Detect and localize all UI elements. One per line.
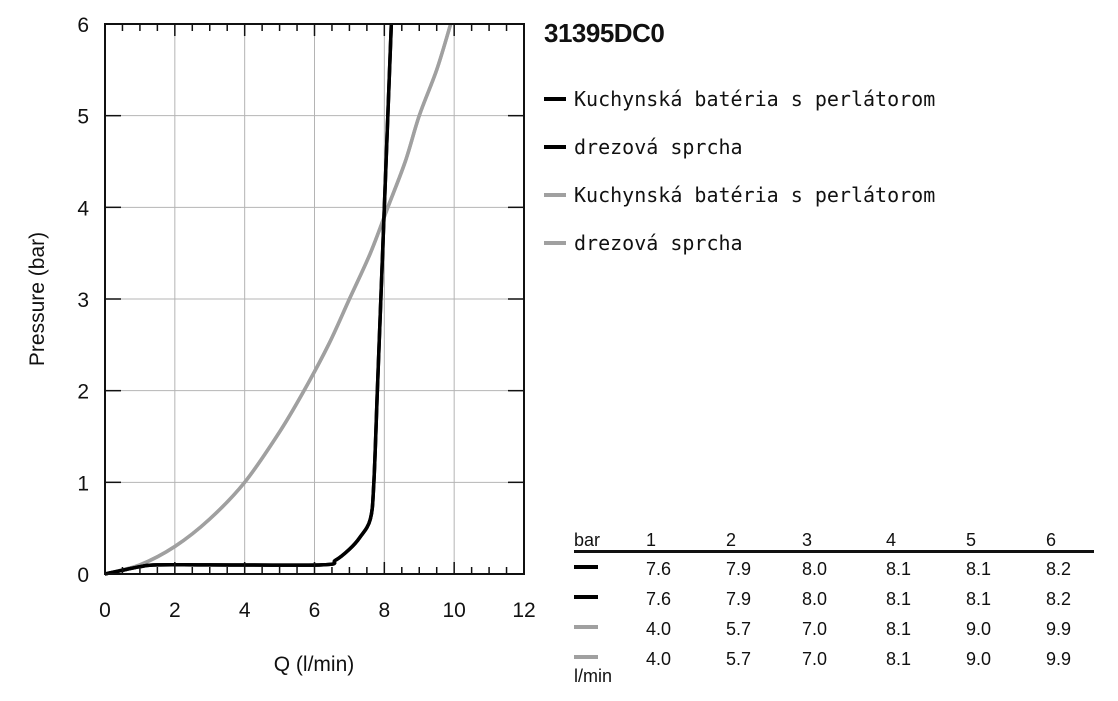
legend-label: Kuchynská batéria s perlátorom: [574, 183, 936, 207]
legend-swatch: [544, 193, 566, 197]
grid: [105, 24, 524, 574]
y-axis-title: Pressure (bar): [26, 232, 49, 366]
table-cell: 5.7: [726, 649, 752, 669]
table-header-cell: 3: [802, 530, 813, 550]
x-tick-label: 2: [169, 599, 181, 622]
table-header: bar 1 2 3 4 5 6: [574, 528, 1094, 553]
table-header-cell: 6: [1046, 530, 1057, 550]
series-line: [104, 23, 394, 576]
x-tick-label: 4: [239, 599, 251, 622]
table-header-cell: 1: [646, 530, 657, 550]
table-cell: 8.2: [1046, 589, 1072, 609]
table-corner-label: bar: [574, 530, 601, 550]
x-tick-label: 8: [378, 599, 390, 622]
table-cell: 9.0: [966, 619, 992, 639]
flow-table: bar 1 2 3 4 5 6 7.6 7.9 8.0 8.1 8.1 8.2 …: [574, 528, 1094, 686]
y-tick-label: 3: [77, 289, 89, 312]
series-line: [104, 23, 453, 576]
table-row: 4.0 5.7 7.0 8.1 9.0 9.9: [574, 643, 1094, 673]
table-header-cell: 4: [886, 530, 897, 550]
table-cell: 7.0: [802, 619, 828, 639]
y-tick-label: 2: [77, 381, 89, 404]
table-row-swatch: [574, 655, 598, 659]
table-cell: 4.0: [646, 619, 672, 639]
table-cell: 7.6: [646, 589, 672, 609]
x-axis-title: Q (l/min): [274, 653, 355, 676]
table-header-cell: 2: [726, 530, 737, 550]
table-cell: 5.7: [726, 619, 752, 639]
table-unit-label: l/min: [574, 666, 613, 686]
axis-ticks: [104, 23, 525, 575]
table-cell: 7.6: [646, 559, 672, 579]
table-cell: 8.1: [966, 559, 992, 579]
y-tick-label: 1: [77, 472, 89, 495]
legend-swatch: [544, 97, 566, 101]
table-cell: 9.0: [966, 649, 992, 669]
x-tick-label: 10: [442, 599, 465, 622]
x-tick-label: 0: [99, 599, 111, 622]
table-cell: 8.1: [886, 619, 912, 639]
table-header-cell: 5: [966, 530, 977, 550]
table-row: 4.0 5.7 7.0 8.1 9.0 9.9: [574, 613, 1094, 643]
table-cell: 8.1: [886, 589, 912, 609]
table-row: 7.6 7.9 8.0 8.1 8.1 8.2: [574, 553, 1094, 583]
x-tick-label: 6: [309, 599, 321, 622]
table-cell: 8.2: [1046, 559, 1072, 579]
legend-label: drezová sprcha: [574, 231, 743, 255]
table-cell: 9.9: [1046, 649, 1072, 669]
table-row-swatch: [574, 595, 598, 599]
table-cell: 8.1: [966, 589, 992, 609]
table-cell: 8.1: [886, 559, 912, 579]
table-row-swatch: [574, 625, 598, 629]
legend-label: drezová sprcha: [574, 135, 743, 159]
y-tick-label: 6: [77, 14, 89, 37]
series-lines: [104, 23, 453, 576]
y-tick-label: 5: [77, 106, 89, 129]
table-cell: 4.0: [646, 649, 672, 669]
table-cell: 8.1: [886, 649, 912, 669]
table-cell: 7.9: [726, 589, 752, 609]
table-cell: 8.0: [802, 589, 828, 609]
legend-swatch: [544, 145, 566, 149]
table-row-swatch: [574, 565, 598, 569]
x-tick-label: 12: [512, 599, 535, 622]
y-tick-label: 4: [77, 197, 89, 220]
y-tick-label: 0: [77, 564, 89, 587]
table-cell: 9.9: [1046, 619, 1072, 639]
chart-title: 31395DC0: [544, 18, 665, 48]
table-cell: 7.9: [726, 559, 752, 579]
legend-label: Kuchynská batéria s perlátorom: [574, 87, 936, 111]
table-cell: 7.0: [802, 649, 828, 669]
table-row: 7.6 7.9 8.0 8.1 8.1 8.2: [574, 583, 1094, 613]
legend-swatch: [544, 241, 566, 245]
table-cell: 8.0: [802, 559, 828, 579]
